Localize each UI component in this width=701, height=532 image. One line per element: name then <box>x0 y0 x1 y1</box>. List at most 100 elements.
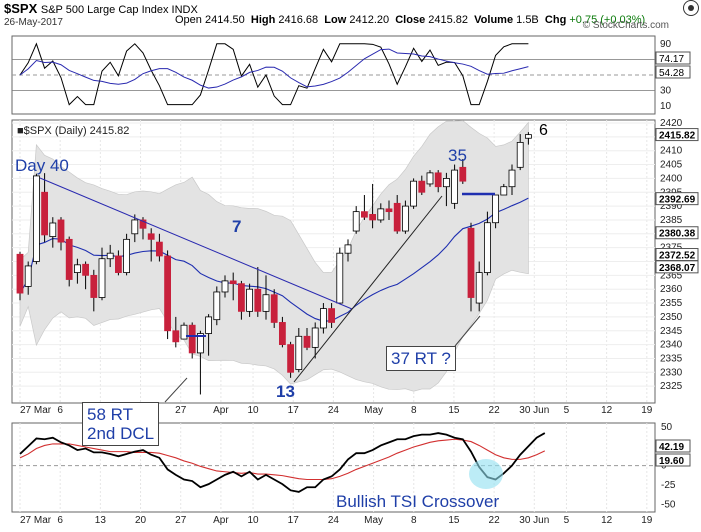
candle-body <box>41 191 48 236</box>
price-y-tick-label: 2335 <box>660 353 683 364</box>
candle-body <box>278 322 286 346</box>
price-y-tick-label: 2385 <box>660 215 683 226</box>
candle-body <box>164 255 172 332</box>
candle-body <box>131 219 139 235</box>
candle-body <box>369 214 377 221</box>
candle-body <box>237 283 245 312</box>
candle-body <box>377 208 385 221</box>
tsi-x-tick-label: 12 <box>601 515 613 526</box>
candle-body <box>123 238 130 273</box>
price-x-tick-label: 19 <box>641 405 653 416</box>
annotation-day40: Day 40 <box>15 156 69 175</box>
price-x-tick-label: May <box>364 405 383 416</box>
price-y-tick-label: 2340 <box>660 340 683 351</box>
high-value: 2416.68 <box>278 14 319 26</box>
tsi-value-marker-box <box>655 453 691 467</box>
candle-body <box>525 134 532 139</box>
candle-body <box>344 244 352 254</box>
volume-value: 1.5B <box>516 14 539 26</box>
candle-body <box>139 219 147 229</box>
candle-body <box>508 169 516 188</box>
tsi-value-marker: 42.19 <box>659 442 684 453</box>
upper-indicator-line <box>19 42 529 106</box>
tsi-crossover-highlight <box>469 459 503 489</box>
candle-body <box>393 202 401 232</box>
candle-body <box>49 222 57 237</box>
candle-body <box>418 180 426 193</box>
tsi-x-tick-label: 17 <box>288 515 300 526</box>
candle-body <box>229 280 237 285</box>
candle-body <box>147 233 155 240</box>
pointer-58rt <box>164 377 188 403</box>
candle-body <box>115 255 122 273</box>
upper-y-tick-label: 30 <box>660 86 672 97</box>
tsi-x-tick-label: 10 <box>247 515 259 526</box>
candle-body <box>180 324 188 340</box>
price-x-tick-label: 30 Jun <box>519 405 549 416</box>
annotation-58rt-box: 58 RT 2nd DCL <box>82 402 160 446</box>
trendline-13-to-35 <box>293 195 443 383</box>
price-x-tick-label: 10 <box>247 405 259 416</box>
price-y-tick-label: 2325 <box>660 381 683 392</box>
price-y-tick-label: 2330 <box>660 367 683 378</box>
upper-value-marker: 74.17 <box>659 54 684 65</box>
price-value-marker-box <box>655 226 699 240</box>
candle-body <box>196 333 204 354</box>
tsi-x-tick-label: May <box>364 515 383 526</box>
tsi-y-tick-label: -50 <box>661 499 676 510</box>
candle-body <box>475 272 483 304</box>
candle-body <box>33 175 40 262</box>
candle-body <box>410 180 418 207</box>
price-x-tick-label: 17 <box>288 405 300 416</box>
bollinger-band <box>19 120 529 392</box>
tsi-x-tick-label: 6 <box>57 515 63 526</box>
candle-body <box>434 172 442 188</box>
price-y-tick-label: 2405 <box>660 160 683 171</box>
candle-body <box>205 316 213 334</box>
tsi-x-tick-label: 5 <box>564 515 570 526</box>
annotation-tsi-crossover: Bullish TSI Crossover <box>336 492 500 511</box>
price-y-tick-label: 2365 <box>660 270 683 281</box>
tsi-x-tick-label: Apr <box>213 515 229 526</box>
candle-body <box>483 222 491 273</box>
candle-body <box>328 308 336 323</box>
tsi-line <box>19 432 546 493</box>
price-x-tick-label: 5 <box>564 405 570 416</box>
candle-body <box>287 344 295 373</box>
candle-body <box>451 169 459 204</box>
candle-body <box>352 211 360 232</box>
stockcharts-credit: © StockCharts.com <box>582 20 669 31</box>
upper-value-marker: 54.28 <box>659 68 684 79</box>
price-y-tick-label: 2360 <box>660 284 683 295</box>
annotation-6: 6 <box>539 122 548 139</box>
upper-y-tick-label: 90 <box>660 39 672 50</box>
price-y-tick-label: 2345 <box>660 326 683 337</box>
annotation-35: 35 <box>448 146 467 165</box>
price-x-tick-label: 27 Mar <box>20 405 52 416</box>
candle-body <box>401 205 409 232</box>
tsi-y-tick-label: 50 <box>661 422 673 433</box>
settings-circle-icon[interactable] <box>683 0 699 16</box>
pointer-37rt <box>454 315 481 347</box>
tsi-x-tick-label: 13 <box>95 515 107 526</box>
price-x-tick-label: Apr <box>213 405 229 416</box>
price-x-tick-label: 8 <box>411 405 417 416</box>
price-value-marker: 2415.82 <box>659 131 696 142</box>
chart-date: 26-May-2017 <box>4 17 63 28</box>
candle-body <box>500 186 508 196</box>
price-value-marker: 2368.07 <box>659 263 696 274</box>
price-value-marker-box <box>655 192 699 206</box>
candle-body <box>270 294 278 323</box>
price-value-marker-box <box>655 128 699 142</box>
candle-body <box>492 194 500 224</box>
tsi-signal-line <box>19 438 546 481</box>
candle-body <box>90 274 98 298</box>
candle-body <box>82 263 89 276</box>
candle-body <box>74 264 81 273</box>
price-panel-label: ■$SPX (Daily) 2415.82 <box>17 125 130 137</box>
symbol-title: $SPX S&P 500 Large Cap Index INDX <box>4 1 198 16</box>
candle-body <box>172 330 180 343</box>
tsi-x-tick-label: 27 <box>175 515 187 526</box>
symbol-description: S&P 500 Large Cap Index INDX <box>40 4 198 16</box>
